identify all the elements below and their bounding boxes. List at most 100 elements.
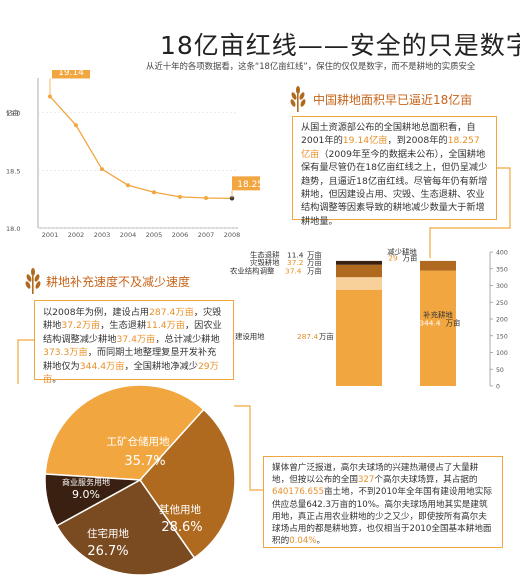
body-text: 个高尔夫球场算，其占据的 [374, 475, 478, 486]
page-title: 18亿亩红线——安全的只是数字 [160, 31, 520, 60]
bar-segment-unit: 万亩 [446, 319, 461, 328]
wheat-icon [290, 86, 306, 112]
highlight-value: 287.4万亩 [149, 307, 194, 318]
highlight-value: 18.257亿亩 [301, 135, 480, 160]
x-tick-label: 2005 [146, 231, 163, 239]
y-tick-label: 150 [496, 333, 508, 340]
pie-slice [44, 473, 143, 527]
bar-segment-label: 农业结构调整 [230, 266, 275, 275]
x-tick-label: 2002 [68, 231, 85, 239]
pie-slice-value: 28.6% [161, 520, 202, 535]
highlight-value: 11.4万亩 [146, 320, 185, 332]
pie-slice-value: 9.0% [72, 488, 100, 501]
bar-segment-value: 344.4 [419, 319, 440, 328]
body-text: （2009年至今的数据未公布），全国耕地保有量尽管仍在18亿亩红线之上，但仍呈减… [301, 148, 488, 227]
body-text: ，到2008年的 [387, 135, 448, 147]
x-tick-label: 2008 [224, 231, 241, 239]
line-chart: 亿亩 18.0 18.5 19.0 2001 2002 2003 2004 2005 2006 20… [6, 70, 260, 239]
body-text: ，生态退耕 [100, 320, 147, 332]
wheat-icon [25, 268, 41, 294]
highlight-value: 19.14亿亩 [342, 135, 388, 147]
pie-slice-name: 其他用地 [159, 503, 201, 516]
data-point [48, 94, 52, 99]
body-text: 。 [316, 536, 326, 547]
y-tick-label: 400 [496, 250, 508, 257]
body-text: 亩土地，不到2010年全年国有建设用地实际供应总量642.3万亩的10%。高尔夫… [272, 487, 492, 547]
highlight-value: 327 [357, 475, 375, 486]
y-tick-label: 19.0 [6, 110, 20, 118]
body-text: 。 [52, 374, 62, 386]
y-tick-label: 18.5 [6, 167, 20, 175]
y-tick-label: 0 [496, 384, 500, 391]
bar-segment-value: 287.4 [297, 332, 318, 341]
x-tick-label: 2006 [172, 231, 189, 239]
highlight-value: 29万亩 [43, 360, 219, 386]
y-axis-label: 亿亩 [6, 108, 20, 117]
data-point [100, 167, 104, 172]
data-line [49, 96, 233, 199]
last-value-callout-bg [232, 176, 260, 191]
bar-segment-unit: 万亩 [307, 251, 322, 260]
pie-slice-value: 26.7% [87, 544, 128, 559]
bar-segment-value: 37.2 [287, 258, 303, 267]
highlight-value: 373.3万亩 [43, 347, 88, 359]
bar-segment [336, 289, 382, 386]
highlight-value: 344.4万亩 [79, 360, 125, 372]
connector-line [17, 339, 34, 384]
bar-segment-value: 11.4 [287, 251, 304, 260]
highlight-value: 37.4万亩 [116, 333, 156, 345]
area-text-box: 从国土资源部公布的全国耕地总面积看，自2001年的19.14亿亩，到2008年的… [292, 116, 497, 227]
body-text: 以2008年为例，建设占用 [43, 307, 150, 318]
area-section-header: 中国耕地面积早已逼近18亿亩 [287, 86, 472, 112]
supplement-section-title: 耕地补充速度不及减少速度 [46, 274, 191, 289]
highlight-value: 37.2万亩 [61, 320, 101, 332]
y-tick-label: 100 [496, 350, 508, 357]
page-subtitle: 从近十年的各项数据看，这条“18亿亩红线”，保住的仅仅是数字，而不是耕地的实质安… [146, 61, 476, 71]
bar-segment-label: 生态退耕 [250, 251, 280, 260]
x-tick-label: 2003 [94, 231, 111, 239]
body-text: ，因农业结构调整减少耕地 [43, 320, 222, 345]
body-text: ，而同期土地整理复垦开发补充耕地仅为 [43, 347, 217, 372]
supplement-text-box: 以2008年为例，建设占用287.4万亩，灾毁耕地37.2万亩，生态退耕11.4… [34, 300, 234, 385]
bar-segment [420, 270, 456, 386]
first-value-callout-bg [52, 70, 90, 79]
bar-segment-label: 灾毁耕地 [250, 258, 280, 267]
bar-segment-value: 29 [388, 254, 398, 263]
data-point [204, 196, 208, 200]
bar-segment [336, 260, 382, 265]
x-tick-label: 2004 [120, 231, 137, 239]
data-point [126, 183, 130, 188]
body-text: ，灾毁耕地 [43, 307, 222, 332]
y-tick-label: 250 [496, 300, 508, 307]
y-tick-label: 300 [496, 283, 508, 290]
bar-segment-label: 建设用地 [235, 332, 265, 341]
bar-segment-value: 37.4 [285, 266, 302, 275]
bar-segment [420, 260, 456, 271]
area-section-title: 中国耕地面积早已逼近18亿亩 [313, 92, 473, 107]
pie-slice-name: 住宅用地 [87, 527, 129, 540]
x-tick-label: 2001 [42, 231, 59, 239]
body-text: 从国土资源部公布的全国耕地总面积看，自2001年的 [301, 122, 476, 147]
x-tick-label: 2007 [198, 231, 215, 239]
body-text: 媒体曾广泛报道，高尔夫球场的兴建热潮侵占了大量耕地，但按以公布的全国 [272, 463, 479, 486]
pie-slice [55, 479, 196, 576]
highlight-value: 0.04% [289, 536, 317, 547]
y-tick-label: 50 [496, 367, 504, 374]
pie-slice-name: 商业服务用地 [62, 477, 110, 487]
body-text: ，总计减少耕地 [155, 333, 220, 345]
highlight-value: 640176.655 [272, 487, 324, 498]
bar-segment-label: 补充耕地 [423, 310, 453, 319]
bar-segment-unit: 万亩 [319, 332, 334, 341]
bar-segment [336, 277, 382, 290]
bar-segment [336, 264, 382, 278]
data-point [152, 190, 156, 195]
body-text: ，全国耕地净减少 [124, 360, 198, 372]
y-tick-label: 200 [496, 317, 508, 324]
y-tick-label: 18.0 [6, 225, 20, 233]
first-value-callout: 19.14 [58, 70, 84, 78]
bar-segment-unit: 万亩 [307, 266, 322, 275]
last-value-callout: 18.257 [237, 180, 260, 190]
pie-slice-value: 35.7% [124, 454, 165, 469]
